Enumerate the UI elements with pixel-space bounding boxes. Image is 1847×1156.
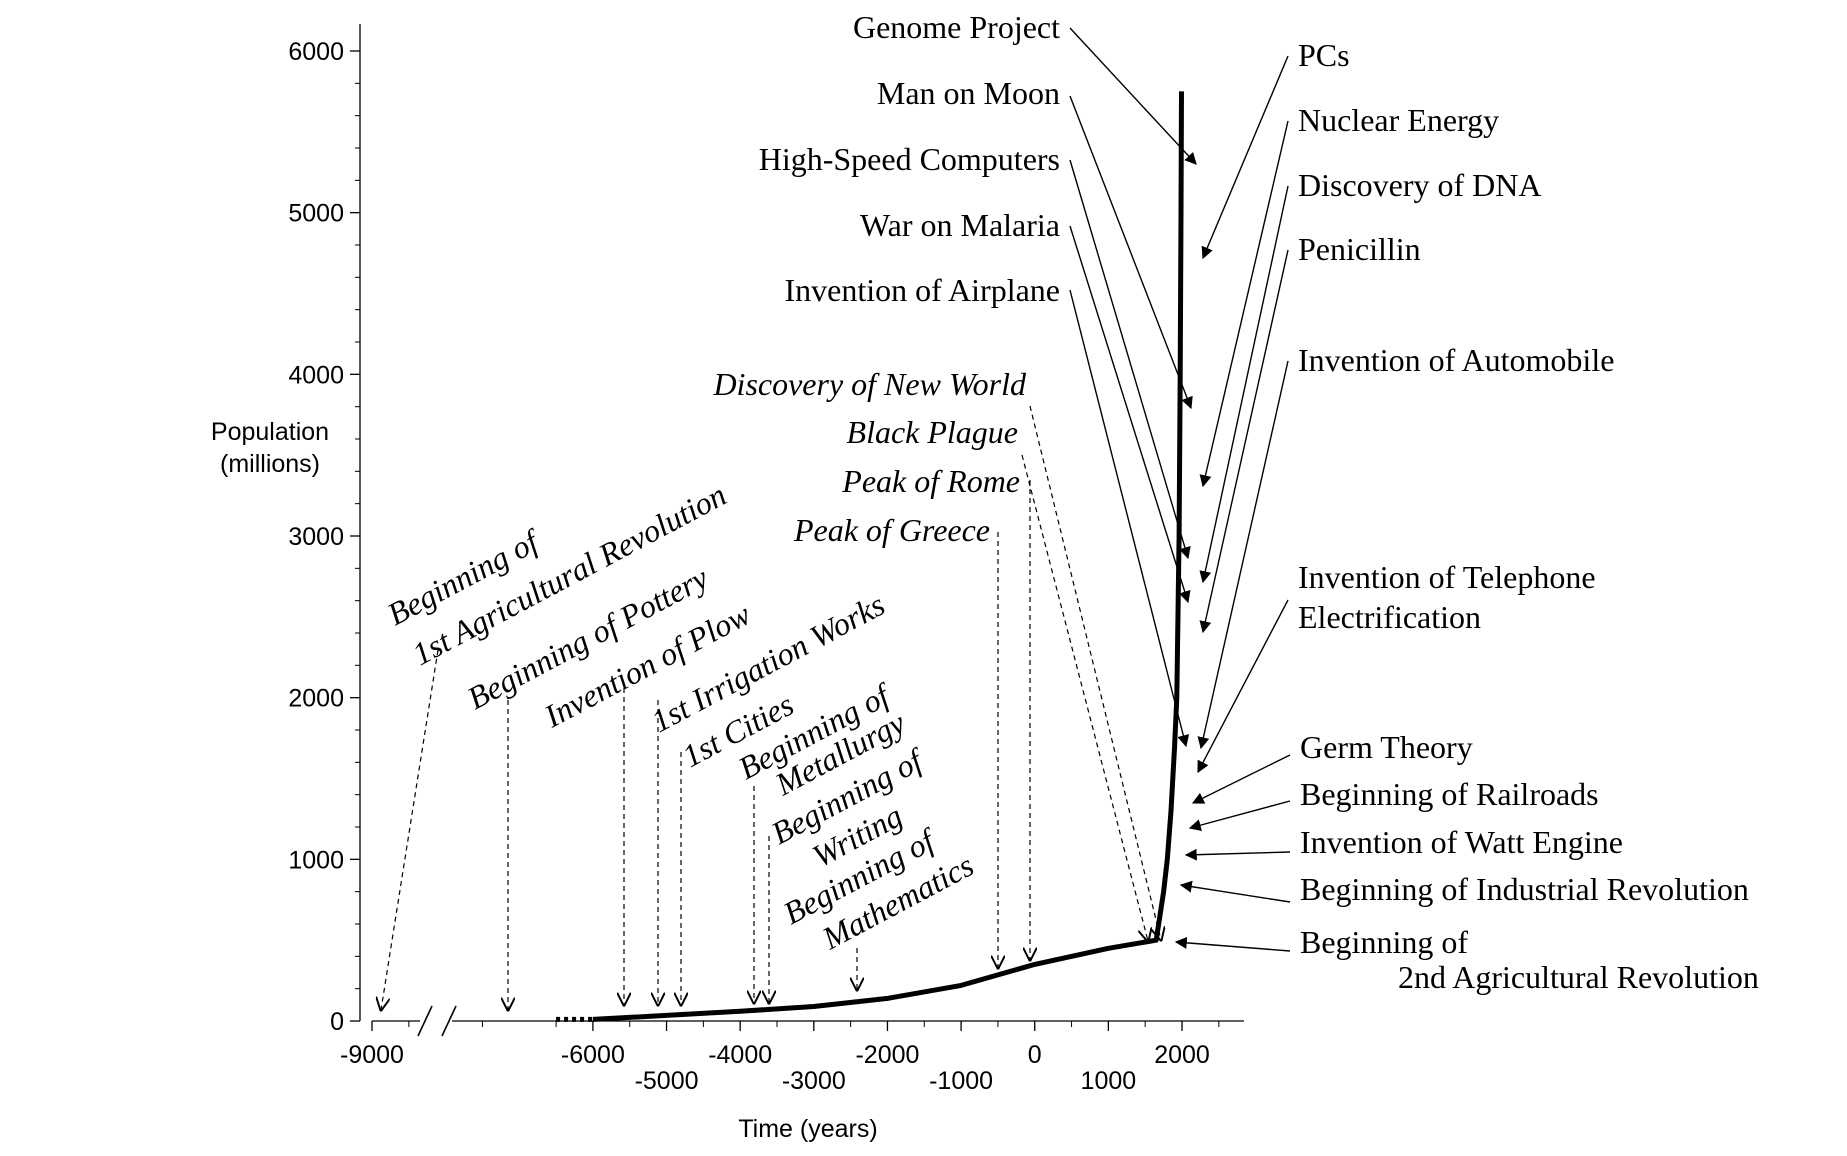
y-axis-label-unit: (millions) <box>220 450 320 478</box>
annotation-label-right: Beginning of Railroads <box>1300 776 1599 812</box>
annotation-label-modern: Genome Project <box>853 9 1060 45</box>
y-tick-label: 6000 <box>288 38 344 66</box>
y-tick-label: 0 <box>330 1008 344 1036</box>
x-tick-label: -9000 <box>340 1041 404 1069</box>
annotation-label-modern: Invention of Airplane <box>785 272 1060 308</box>
annotation-label-modern: High-Speed Computers <box>759 141 1060 177</box>
y-tick-label: 5000 <box>288 200 344 228</box>
annotation-label-modern: War on Malaria <box>860 207 1060 243</box>
annotation-label-classical: Peak of Rome <box>841 463 1020 499</box>
annotation-arrow-solid <box>1179 880 1291 903</box>
annotation-label-right: Penicillin <box>1298 231 1421 267</box>
annotation-label-right: Beginning of Industrial Revolution <box>1300 871 1749 907</box>
y-tick-label: 3000 <box>288 523 344 551</box>
x-axis-label: Time (years) <box>738 1115 877 1143</box>
x-tick-label: -6000 <box>561 1041 625 1069</box>
series-layer <box>556 91 1184 1022</box>
x-tick-label: -3000 <box>782 1067 846 1095</box>
population-curve <box>592 91 1184 1022</box>
annotation-label-right: Electrification <box>1298 599 1481 635</box>
x-tick-label: -4000 <box>708 1041 772 1069</box>
annotation-label-classical: Black Plague <box>847 414 1018 450</box>
annotation-label-right: Germ Theory <box>1300 729 1473 765</box>
annotation-label-classical: Discovery of New World <box>712 366 1027 402</box>
annotation-arrow-solid <box>1191 754 1291 804</box>
annotation-label-modern: Man on Moon <box>877 75 1060 111</box>
annotation-arrows-layer <box>381 27 1291 1010</box>
x-tick-label: -1000 <box>929 1067 993 1095</box>
annotation-arrow-solid <box>1188 800 1291 831</box>
y-axis-label: Population <box>211 418 329 446</box>
axes-layer: 0 1000 2000 3000 4000 5000 6000 Population (mill… <box>211 24 1244 1143</box>
annotation-label-right: PCs <box>1298 37 1350 73</box>
annotation-arrow-solid <box>1184 848 1291 861</box>
annotation-arrow-dashed <box>1021 454 1148 941</box>
x-tick-label: 2000 <box>1154 1041 1210 1069</box>
annotation-arrow-solid <box>1069 27 1197 165</box>
annotation-arrow-solid <box>1199 120 1289 488</box>
y-tick-label: 1000 <box>288 846 344 874</box>
x-tick-label: 0 <box>1028 1041 1042 1069</box>
annotation-arrow-solid <box>1199 249 1289 634</box>
annotation-label-classical: Peak of Greece <box>793 512 990 548</box>
annotation-label-right: Invention of Telephone <box>1298 559 1596 595</box>
annotation-arrow-solid <box>1069 289 1190 748</box>
annotation-arrow-dashed <box>1029 405 1161 940</box>
annotation-label-right: Invention of Watt Engine <box>1300 824 1623 860</box>
annotation-arrow-solid <box>1174 936 1291 952</box>
annotation-arrow-dashed <box>381 649 439 1010</box>
x-tick-label: -5000 <box>635 1067 699 1095</box>
annotation-label-right: Beginning of <box>1300 924 1468 960</box>
annotation-arrow-solid <box>1069 225 1191 604</box>
annotation-label-right: 2nd Agricultural Revolution <box>1398 959 1759 995</box>
annotation-arrow-solid <box>1201 55 1289 260</box>
annotation-label-right: Discovery of DNA <box>1298 167 1542 203</box>
annotation-arrow-solid <box>1197 599 1289 774</box>
annotation-arrow-solid <box>1069 95 1193 410</box>
annotation-label-right: Invention of Automobile <box>1298 342 1614 378</box>
axis-break-mark <box>417 1005 433 1037</box>
x-tick-label: 1000 <box>1081 1067 1137 1095</box>
y-tick-label: 4000 <box>288 361 344 389</box>
x-tick-label: -2000 <box>855 1041 919 1069</box>
annotation-arrow-solid <box>1197 360 1289 750</box>
y-tick-label: 2000 <box>288 685 344 713</box>
annotation-arrow-solid <box>1199 185 1289 584</box>
axis-break-mark <box>441 1005 457 1037</box>
annotation-arrow-solid <box>1069 159 1191 560</box>
annotation-label-right: Nuclear Energy <box>1298 102 1499 138</box>
